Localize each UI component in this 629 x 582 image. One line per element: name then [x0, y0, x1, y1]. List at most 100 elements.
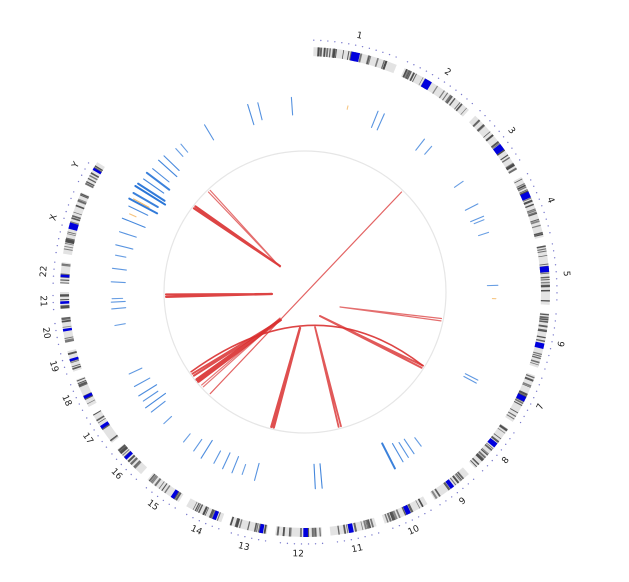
tick-dot	[411, 519, 413, 521]
chromosome-22	[60, 262, 71, 284]
cytoband	[72, 365, 82, 370]
cytoband	[234, 518, 239, 528]
cytoband	[493, 433, 502, 440]
cytoband	[312, 527, 316, 537]
tick-dot	[72, 390, 75, 392]
track-feature	[415, 138, 425, 151]
tick-dot	[63, 366, 66, 369]
tick-dot	[541, 205, 543, 207]
tick-dot	[541, 377, 543, 379]
tick-dot	[546, 361, 548, 364]
cytoband	[405, 70, 411, 79]
cytoband	[122, 449, 130, 456]
chromosome-label: 1	[356, 31, 364, 42]
cytoband	[406, 70, 412, 80]
cytoband	[530, 359, 540, 364]
cytoband	[407, 503, 413, 513]
tick-dot	[431, 73, 434, 76]
track-feature	[222, 452, 231, 470]
cytoband	[229, 516, 235, 526]
cytoband	[540, 300, 550, 302]
tick-dot	[73, 191, 75, 193]
tick-dot	[388, 53, 391, 56]
centromere	[347, 523, 354, 533]
cytoband	[517, 184, 526, 190]
link	[314, 326, 342, 428]
tick-dot	[425, 70, 428, 72]
cytoband	[130, 457, 138, 466]
cytoband	[216, 512, 221, 521]
cytoband	[480, 448, 489, 456]
cytoband	[519, 190, 529, 196]
track-feature	[319, 463, 323, 489]
chromosome-15	[147, 472, 184, 503]
centromere	[62, 327, 73, 332]
cytoband	[531, 355, 541, 360]
cytoband	[460, 107, 467, 115]
tick-dot	[530, 179, 532, 181]
cytoband	[505, 163, 515, 170]
cytoband	[513, 400, 523, 406]
cytoband	[92, 410, 102, 416]
centromere	[170, 489, 179, 499]
link	[339, 306, 443, 322]
tick-dot	[130, 473, 132, 476]
cytoband	[67, 231, 77, 235]
tick-dot	[69, 384, 72, 386]
chromosome-label: 11	[351, 543, 364, 555]
cytoband	[334, 48, 338, 59]
cytoband	[70, 221, 80, 225]
tick-dot	[555, 313, 557, 315]
chromosome-18	[76, 376, 97, 408]
track-feature	[193, 438, 203, 452]
tick-dot	[491, 459, 493, 462]
tick-dot	[313, 39, 315, 41]
cytoband	[154, 478, 162, 487]
tick-dot	[59, 353, 62, 355]
tick-dot	[449, 85, 451, 87]
tick-dot	[61, 224, 63, 226]
cytoband	[158, 481, 165, 489]
tick-dot	[552, 250, 555, 252]
cytoband	[89, 174, 98, 181]
cytoband	[476, 452, 485, 461]
cytoband	[96, 415, 105, 422]
centromere	[69, 356, 79, 362]
tick-dot	[556, 285, 558, 287]
tick-dot	[533, 185, 535, 187]
cytoband	[457, 471, 465, 480]
cytoband	[331, 48, 334, 58]
chromosome-label: 5	[561, 271, 571, 277]
cytoband	[446, 95, 453, 104]
chromosome-label: 10	[407, 524, 422, 538]
chromosome-label: Y	[70, 160, 82, 171]
tick-dot	[481, 470, 484, 472]
cytoband	[471, 457, 480, 466]
cytoband	[71, 363, 81, 368]
track-feature	[143, 178, 165, 194]
cytoband	[431, 490, 438, 500]
tick-dot	[530, 403, 532, 405]
cytoband	[434, 488, 441, 497]
cytoband	[497, 427, 506, 434]
chromosome-label: 7	[535, 402, 547, 412]
cytoband	[443, 481, 451, 491]
tick-dot	[185, 513, 188, 516]
cytoband	[395, 509, 401, 519]
track-feature	[290, 96, 294, 116]
track-feature	[118, 231, 137, 238]
cytoband	[540, 281, 550, 284]
cytoband	[76, 377, 86, 382]
tick-dot	[264, 540, 267, 542]
cytoband	[528, 212, 538, 217]
link	[191, 319, 282, 377]
chromosome-16	[117, 443, 148, 475]
tick-dot	[543, 211, 545, 214]
cytoband	[386, 512, 392, 522]
track-feature	[473, 219, 485, 225]
cytoband	[540, 276, 550, 279]
cytoband	[515, 397, 525, 403]
chromosome-X	[63, 192, 90, 256]
track-feature	[121, 217, 146, 228]
track-feature	[115, 244, 134, 250]
